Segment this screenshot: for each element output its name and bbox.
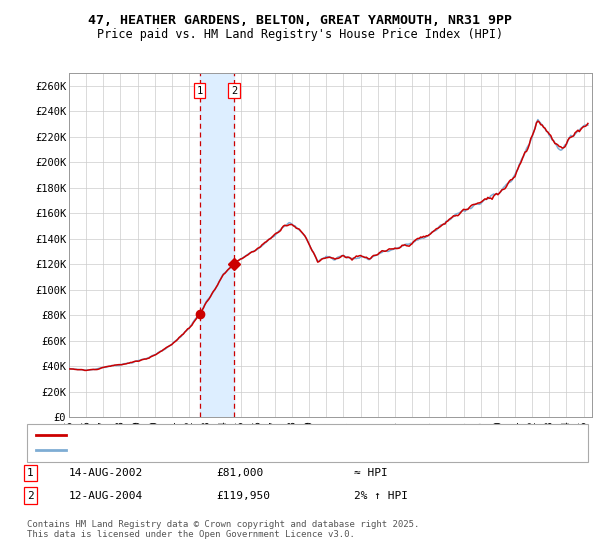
Text: £119,950: £119,950 <box>216 491 270 501</box>
Text: 2: 2 <box>27 491 34 501</box>
Text: 47, HEATHER GARDENS, BELTON, GREAT YARMOUTH, NR31 9PP (semi-detached house): 47, HEATHER GARDENS, BELTON, GREAT YARMO… <box>72 430 503 439</box>
Text: HPI: Average price, semi-detached house, Great Yarmouth: HPI: Average price, semi-detached house,… <box>72 445 388 454</box>
Bar <box>200 73 234 417</box>
Text: 2: 2 <box>231 86 237 96</box>
Text: £81,000: £81,000 <box>216 468 263 478</box>
Text: Contains HM Land Registry data © Crown copyright and database right 2025.
This d: Contains HM Land Registry data © Crown c… <box>27 520 419 539</box>
Text: ≈ HPI: ≈ HPI <box>354 468 388 478</box>
Text: 1: 1 <box>27 468 34 478</box>
Text: 2% ↑ HPI: 2% ↑ HPI <box>354 491 408 501</box>
Text: Price paid vs. HM Land Registry's House Price Index (HPI): Price paid vs. HM Land Registry's House … <box>97 28 503 41</box>
Text: 47, HEATHER GARDENS, BELTON, GREAT YARMOUTH, NR31 9PP: 47, HEATHER GARDENS, BELTON, GREAT YARMO… <box>88 14 512 27</box>
Text: 12-AUG-2004: 12-AUG-2004 <box>69 491 143 501</box>
Text: 1: 1 <box>197 86 203 96</box>
Text: 14-AUG-2002: 14-AUG-2002 <box>69 468 143 478</box>
